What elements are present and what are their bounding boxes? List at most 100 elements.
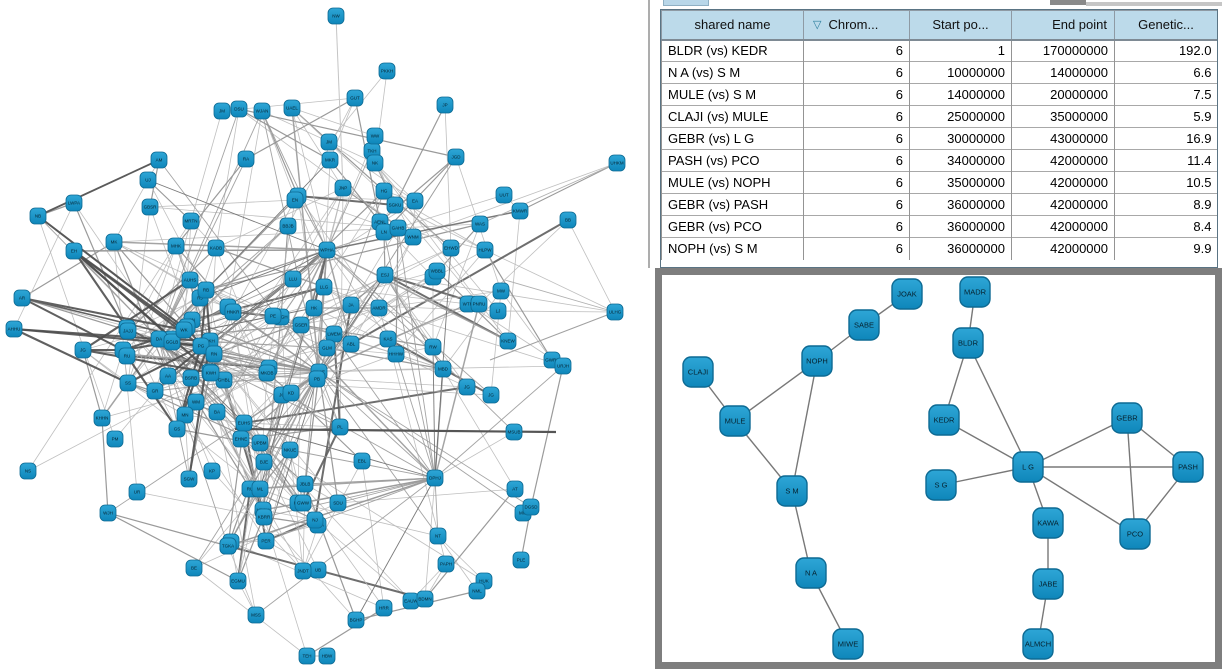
network-node[interactable]: RN — [205, 345, 223, 363]
cell-shared-name[interactable]: MULE (vs) S M — [661, 83, 804, 106]
network-node[interactable]: EA — [406, 192, 424, 210]
network-node[interactable]: RB — [197, 281, 215, 299]
table-row[interactable]: MULE (vs) S M 6 14000000 20000000 7.5 — [661, 83, 1217, 106]
cell-value[interactable]: 10000000 — [909, 61, 1012, 84]
network-node[interactable]: PLE — [512, 551, 530, 569]
network-node[interactable]: PKKH — [378, 62, 396, 80]
cell-value[interactable]: 14000000 — [909, 83, 1012, 106]
network-node-almch[interactable]: ALMCH — [1022, 628, 1054, 660]
cell-value[interactable]: 7.5 — [1114, 83, 1217, 106]
cell-value[interactable]: 16.9 — [1114, 127, 1217, 150]
network-node[interactable]: NKUE — [281, 441, 299, 459]
network-node[interactable]: WW — [366, 127, 384, 145]
table-row[interactable]: MULE (vs) NOPH 6 35000000 42000000 10.5 — [661, 171, 1217, 194]
network-node[interactable]: WK — [175, 321, 193, 339]
network-node-bldr[interactable]: BLDR — [952, 327, 984, 359]
table-row[interactable]: GEBR (vs) L G 6 30000000 43000000 16.9 — [661, 127, 1217, 150]
network-node[interactable]: PER — [257, 532, 275, 550]
cell-value[interactable]: 6 — [803, 83, 910, 106]
cell-value[interactable]: 9.9 — [1114, 237, 1217, 260]
network-node[interactable]: BSRB — [182, 369, 200, 387]
cell-value[interactable]: 6 — [803, 193, 910, 216]
column-header-shared-name[interactable]: shared name — [661, 10, 804, 41]
cell-value[interactable]: 11.4 — [1114, 149, 1217, 172]
network-node[interactable]: BB — [559, 211, 577, 229]
network-node[interactable]: AT — [506, 480, 524, 498]
network-node[interactable]: JG — [74, 341, 92, 359]
network-node[interactable]: MHK — [167, 237, 185, 255]
network-node[interactable]: HHHW — [387, 345, 405, 363]
network-node[interactable]: NK — [366, 154, 384, 172]
network-node[interactable]: JP — [436, 96, 454, 114]
network-node-kawa[interactable]: KAWA — [1032, 507, 1064, 539]
cell-shared-name[interactable]: GEBR (vs) PASH — [661, 193, 804, 216]
network-node[interactable]: GSER — [292, 316, 310, 334]
network-node[interactable]: MKDB — [258, 364, 276, 382]
network-node[interactable]: DSU — [230, 100, 248, 118]
network-node[interactable]: GS — [168, 420, 186, 438]
network-node[interactable]: UAEL — [283, 99, 301, 117]
column-header-genetic[interactable]: Genetic... — [1114, 10, 1217, 41]
network-node[interactable]: SGW — [180, 470, 198, 488]
cell-value[interactable]: 8.9 — [1114, 193, 1217, 216]
column-header-chrom[interactable]: ▽ Chrom... — [803, 10, 910, 41]
table-row[interactable]: N A (vs) S M 6 10000000 14000000 6.6 — [661, 61, 1217, 84]
network-node-jabe[interactable]: JABE — [1032, 568, 1064, 600]
network-node[interactable]: ABL — [342, 335, 360, 353]
network-node-claji[interactable]: CLAJI — [682, 356, 714, 388]
network-node[interactable]: NS — [19, 462, 37, 480]
network-node[interactable]: BJE — [255, 453, 273, 471]
cell-value[interactable]: 6 — [803, 61, 910, 84]
cell-value[interactable]: 6 — [803, 127, 910, 150]
table-row[interactable]: NOPH (vs) S M 6 36000000 42000000 9.9 — [661, 237, 1217, 260]
network-node[interactable]: MSUB — [505, 423, 523, 441]
cell-value[interactable]: 30000000 — [909, 127, 1012, 150]
network-node-mule[interactable]: MULE — [719, 405, 751, 437]
network-node-sabe[interactable]: SABE — [848, 309, 880, 341]
horizontal-scrollbar-thumb[interactable] — [1050, 0, 1086, 5]
network-node[interactable]: BBJB — [279, 217, 297, 235]
network-node-kedr[interactable]: KEDR — [928, 404, 960, 436]
table-row[interactable]: CLAJI (vs) MULE 6 25000000 35000000 5.9 — [661, 105, 1217, 128]
network-node[interactable]: LLG — [315, 278, 333, 296]
cell-value[interactable]: 20000000 — [1011, 83, 1115, 106]
cell-value[interactable]: 42000000 — [1011, 215, 1115, 238]
network-node[interactable]: KMWR — [511, 202, 529, 220]
network-edge-noph-s-m[interactable] — [791, 360, 818, 492]
network-node[interactable]: PL — [331, 418, 349, 436]
network-node[interactable]: KAS — [379, 330, 397, 348]
cell-value[interactable]: 34000000 — [909, 149, 1012, 172]
cell-value[interactable]: 36000000 — [909, 193, 1012, 216]
network-node[interactable]: UUT — [495, 186, 513, 204]
network-node[interactable]: WBBL — [428, 262, 446, 280]
network-node[interactable]: BDMN — [416, 590, 434, 608]
network-node-pco[interactable]: PCO — [1119, 518, 1151, 550]
network-node[interactable]: MSS — [247, 606, 265, 624]
network-node[interactable]: GLM — [318, 339, 336, 357]
network-node[interactable]: EAUW — [402, 592, 420, 610]
network-node[interactable]: EBL — [353, 452, 371, 470]
network-node[interactable]: GGLB — [163, 333, 181, 351]
network-node[interactable]: AR — [13, 289, 31, 307]
network-node[interactable]: HBW — [318, 647, 336, 665]
network-edge-l-g-gebr[interactable] — [1027, 417, 1128, 468]
cell-value[interactable]: 6 — [803, 215, 910, 238]
network-node[interactable]: HNKR — [224, 303, 242, 321]
cell-value[interactable]: 6 — [803, 149, 910, 172]
column-header-end-point[interactable]: End point — [1011, 10, 1115, 41]
network-node[interactable]: LWPA — [65, 194, 83, 212]
network-node[interactable]: SGKU — [386, 196, 404, 214]
network-node[interactable]: PM — [106, 430, 124, 448]
network-node[interactable]: RU — [118, 347, 136, 365]
cell-value[interactable]: 192.0 — [1114, 39, 1217, 62]
network-node-madr[interactable]: MADR — [959, 276, 991, 308]
cell-value[interactable]: 42000000 — [1011, 237, 1115, 260]
table-row[interactable]: GEBR (vs) PASH 6 36000000 42000000 8.9 — [661, 193, 1217, 216]
network-node[interactable]: KBRR — [255, 508, 273, 526]
network-node[interactable]: LLU — [284, 270, 302, 288]
network-node[interactable]: DPHJ — [426, 469, 444, 487]
cell-shared-name[interactable]: PASH (vs) PCO — [661, 149, 804, 172]
network-node[interactable]: PAPH — [437, 555, 455, 573]
network-node-s-m[interactable]: S M — [776, 475, 808, 507]
network-node[interactable]: DGSD — [522, 498, 540, 516]
